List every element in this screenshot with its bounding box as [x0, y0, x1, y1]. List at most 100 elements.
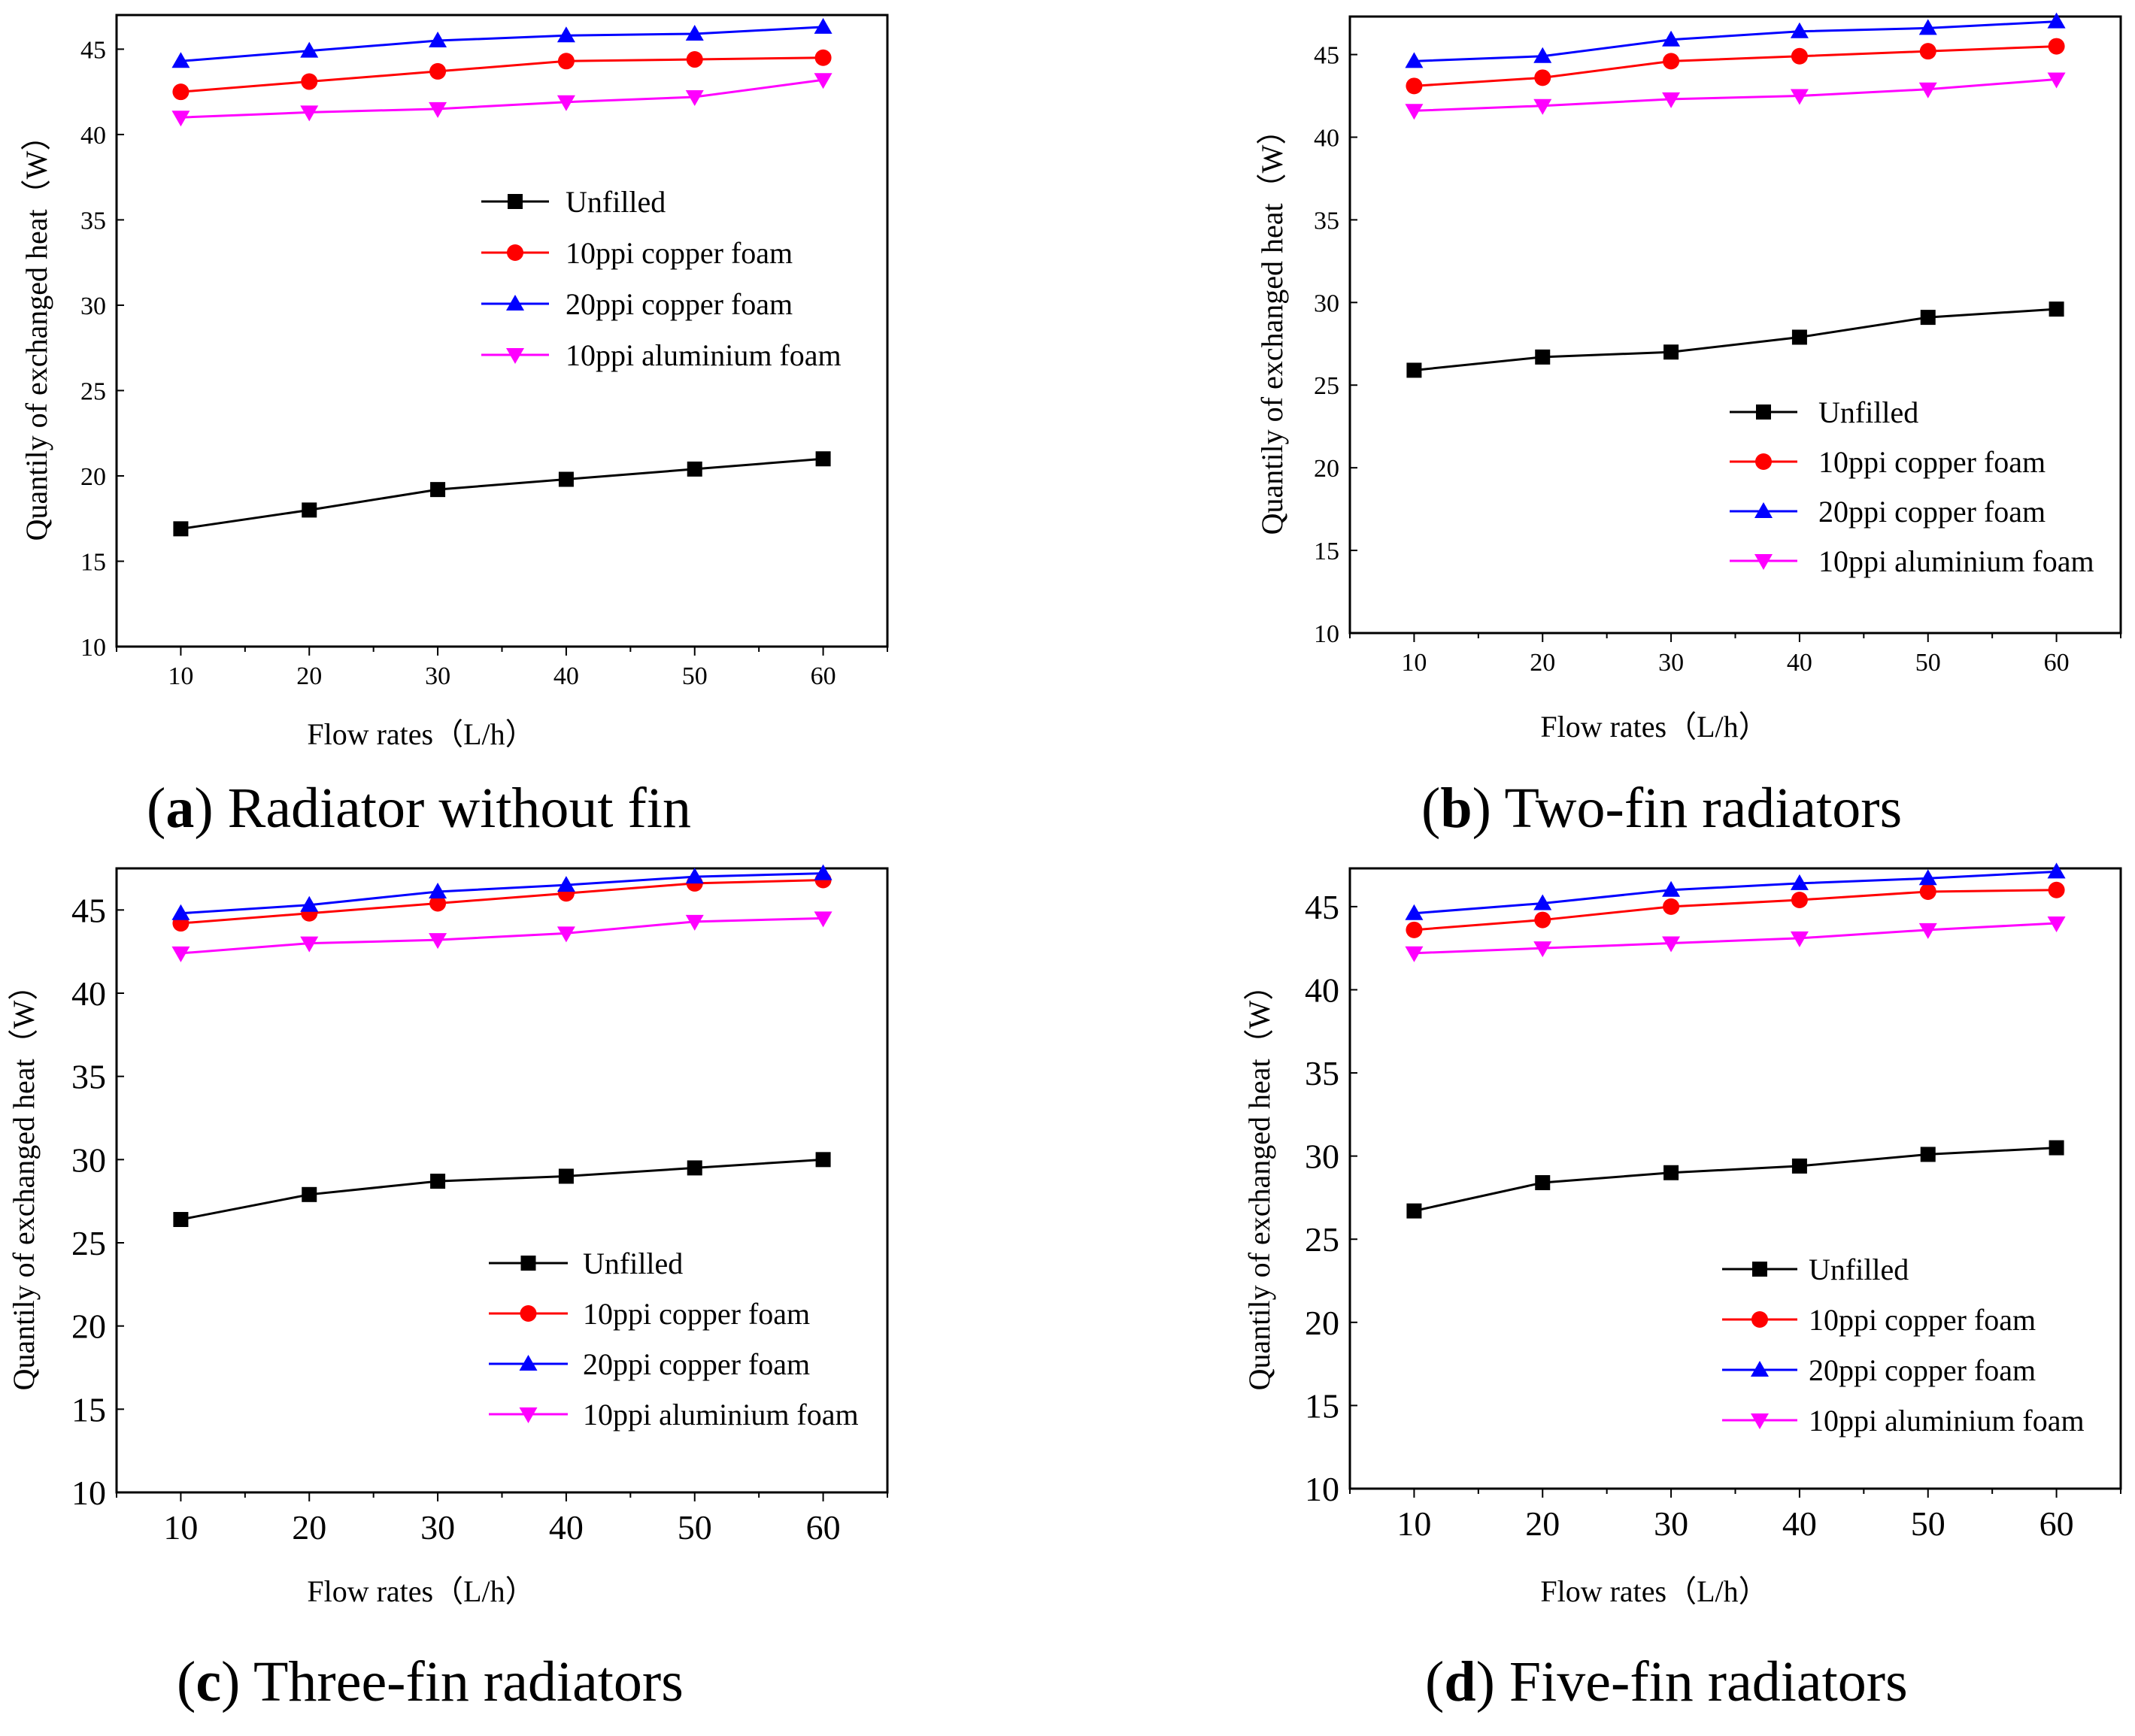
x-tick-label: 50 [1915, 649, 1941, 677]
x-tick-label: 20 [296, 662, 322, 690]
x-tick-label: 10 [163, 1508, 198, 1547]
legend-marker [519, 1355, 538, 1371]
y-tick-label: 10 [71, 1474, 106, 1512]
data-point [171, 111, 190, 127]
data-point [1663, 1165, 1679, 1180]
x-tick-label: 60 [2044, 649, 2070, 677]
data-point [1406, 921, 1423, 938]
y-tick-label: 20 [1305, 1304, 1339, 1342]
data-point [2049, 1140, 2064, 1156]
data-point [1535, 349, 1551, 365]
data-point [1663, 898, 1680, 915]
y-tick-label: 10 [80, 634, 106, 662]
series-line [180, 916, 823, 955]
data-point [814, 17, 832, 34]
x-tick-label: 20 [1530, 649, 1555, 677]
data-point [173, 1212, 189, 1228]
x-tick-label: 10 [1401, 649, 1427, 677]
x-tick-label: 30 [420, 1508, 455, 1547]
legend-label: Unfilled [583, 1247, 683, 1280]
legend-label: 10ppi aluminium foam [1818, 544, 2094, 578]
data-point [1406, 362, 1422, 378]
y-tick-label: 20 [71, 1307, 106, 1346]
y-tick-label: 20 [1314, 455, 1339, 483]
series-line [180, 872, 823, 915]
data-point [1662, 880, 1681, 897]
data-point [1406, 1203, 1422, 1219]
y-tick-label: 40 [80, 122, 106, 150]
legend-label: 10ppi aluminium foam [1809, 1404, 2085, 1438]
data-point [1406, 77, 1423, 95]
legend-marker [1751, 1361, 1769, 1377]
x-axis-label: Flow rates（L/h） [307, 1574, 535, 1608]
data-point [171, 904, 190, 920]
data-point [556, 26, 575, 43]
data-point [1791, 892, 1808, 909]
data-point [814, 864, 832, 880]
data-point [301, 73, 318, 90]
data-point [1790, 874, 1809, 890]
data-point [171, 946, 190, 962]
legend-label: 10ppi aluminium foam [583, 1398, 859, 1432]
legend-marker [519, 1407, 538, 1423]
plot-frame [115, 14, 889, 648]
series-line [180, 1158, 823, 1221]
y-tick-label: 40 [71, 974, 106, 1013]
data-point [1534, 911, 1551, 929]
legend-marker [1755, 453, 1772, 470]
legend-label: Unfilled [1818, 395, 1918, 429]
x-tick-label: 40 [553, 662, 579, 690]
y-tick-label: 45 [1314, 42, 1339, 70]
legend-marker [1752, 1262, 1767, 1277]
y-tick-label: 15 [1314, 538, 1339, 565]
x-tick-label: 60 [806, 1508, 841, 1547]
data-point [429, 933, 447, 950]
data-point [430, 482, 446, 498]
data-point [1918, 869, 1937, 886]
data-point [1919, 883, 1936, 900]
x-axis-label: Flow rates（L/h） [1540, 1574, 1768, 1608]
y-tick-label: 25 [1305, 1220, 1339, 1259]
data-point [300, 105, 319, 122]
x-tick-label: 50 [682, 662, 708, 690]
y-tick-label: 30 [1314, 289, 1339, 317]
data-point [685, 868, 704, 884]
x-tick-label: 40 [1787, 649, 1812, 677]
caption-c: (c) Three-fin radiators [177, 1650, 684, 1713]
data-point [1662, 92, 1681, 108]
data-point [1405, 52, 1424, 68]
y-axis-label: Quantily of exchanged heat（W） [1242, 971, 1276, 1391]
data-point [302, 1186, 317, 1202]
data-point [1918, 19, 1937, 35]
y-tick-label: 15 [1305, 1386, 1339, 1425]
y-tick-label: 25 [80, 377, 106, 405]
data-point [1405, 946, 1424, 962]
legend-label: Unfilled [1809, 1253, 1909, 1286]
data-point [429, 101, 447, 118]
y-tick-label: 40 [1305, 971, 1339, 1009]
data-point [2047, 916, 2066, 932]
legend-label: 10ppi copper foam [1809, 1303, 2036, 1337]
data-point [2047, 12, 2066, 29]
y-tick-label: 45 [1305, 888, 1339, 926]
data-point [2049, 301, 2064, 317]
series-line [1414, 922, 2057, 955]
y-tick-label: 30 [1305, 1138, 1339, 1176]
panel-d: 10 15 20 25 30 35 40 45 10 20 30 40 50 60 Flow rates（L… [1242, 862, 2122, 1608]
legend-marker [1754, 554, 1773, 570]
data-point [1920, 310, 1936, 326]
data-point [1662, 30, 1681, 47]
legend-label: Unfilled [566, 185, 666, 219]
caption-a: (a) Radiator without fin [147, 777, 691, 840]
legend-marker [1751, 1311, 1768, 1328]
legend-label: 20ppi copper foam [1818, 495, 2046, 529]
legend-marker [520, 1256, 536, 1271]
data-point [300, 895, 319, 912]
legend-label: 20ppi copper foam [583, 1347, 810, 1381]
y-tick-label: 35 [1314, 207, 1339, 235]
data-point [685, 89, 704, 106]
panel-a: 10 15 20 25 30 35 40 45 10 20 30 40 50 60 Flow rates（L… [20, 14, 889, 751]
x-axis-label: Flow rates（L/h） [307, 717, 535, 751]
legend-marker [520, 1305, 537, 1322]
